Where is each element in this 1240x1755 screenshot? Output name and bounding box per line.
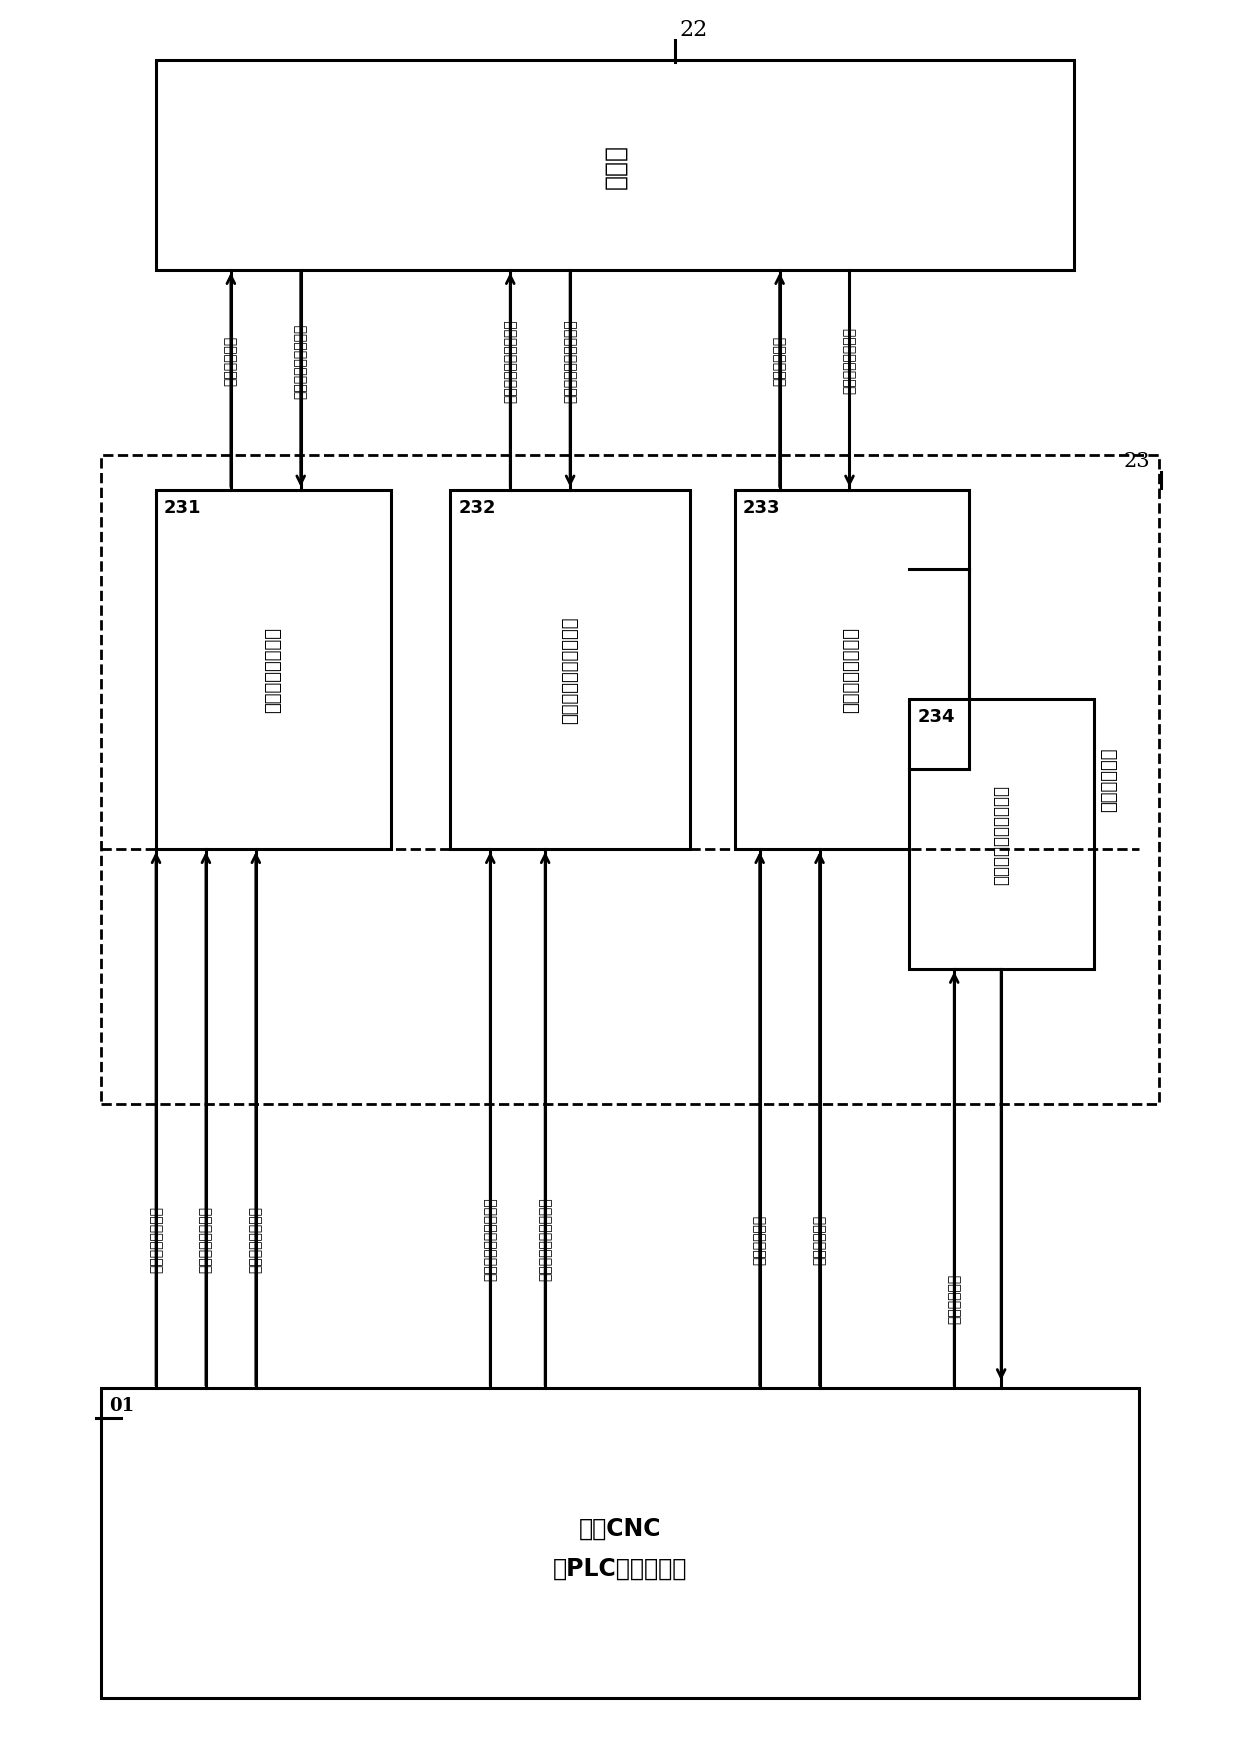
Text: 偏压反馈信号: 偏压反馈信号: [773, 335, 786, 386]
Bar: [735, 490, 970, 849]
Text: 偏压电源控制电路: 偏压电源控制电路: [842, 627, 861, 713]
Text: 灯丝加热电源评定信号: 灯丝加热电源评定信号: [538, 1197, 552, 1281]
Text: 和PLC的控制系统: 和PLC的控制系统: [553, 1557, 687, 1580]
Bar: [156, 490, 391, 849]
Text: 灯丝加热电源反馈信号: 灯丝加热电源反馈信号: [503, 319, 517, 402]
Text: 加速电压显示信号: 加速电压显示信号: [198, 1206, 213, 1272]
Text: 233: 233: [743, 498, 780, 516]
Text: 灯丝加热电源控制电路: 灯丝加热电源控制电路: [562, 616, 579, 723]
Text: 偏压评定信号: 偏压评定信号: [812, 1214, 827, 1264]
Bar: [156, 61, 1074, 270]
Text: 电子枪: 电子枪: [603, 144, 627, 188]
Text: 偏压电源驱动信号: 偏压电源驱动信号: [842, 326, 857, 395]
Text: 234: 234: [918, 707, 955, 727]
Bar: [450, 490, 689, 849]
Text: 小雹控制模块: 小雹控制模块: [1100, 748, 1118, 813]
Text: 加速电源控制电路: 加速电源控制电路: [264, 627, 281, 713]
Bar: [909, 700, 1094, 969]
Text: 23: 23: [1123, 451, 1151, 470]
Text: 灯丝加热电源驱动信号: 灯丝加热电源驱动信号: [563, 319, 577, 402]
Text: 22: 22: [680, 19, 708, 42]
Text: 灯丝加热电源显示信号: 灯丝加热电源显示信号: [484, 1197, 497, 1281]
Text: 加速电压评定信号: 加速电压评定信号: [249, 1206, 263, 1272]
Text: 基于CNC: 基于CNC: [579, 1516, 661, 1541]
Text: 231: 231: [164, 498, 202, 516]
Text: 丝材传感信号: 丝材传感信号: [947, 1274, 961, 1323]
Text: 高压调节广带信号: 高压调节广带信号: [149, 1206, 162, 1272]
Bar: [102, 1388, 1138, 1697]
Text: 偏压显示信号: 偏压显示信号: [753, 1214, 766, 1264]
Bar: [102, 455, 1159, 1104]
Text: 01: 01: [109, 1397, 134, 1415]
Text: 丝材对应功率调节电路: 丝材对应功率调节电路: [992, 784, 1011, 885]
Text: 高压反馈信号: 高压反馈信号: [224, 335, 238, 386]
Text: 232: 232: [459, 498, 496, 516]
Text: 高压流电源驱动信号: 高压流电源驱动信号: [294, 323, 308, 398]
